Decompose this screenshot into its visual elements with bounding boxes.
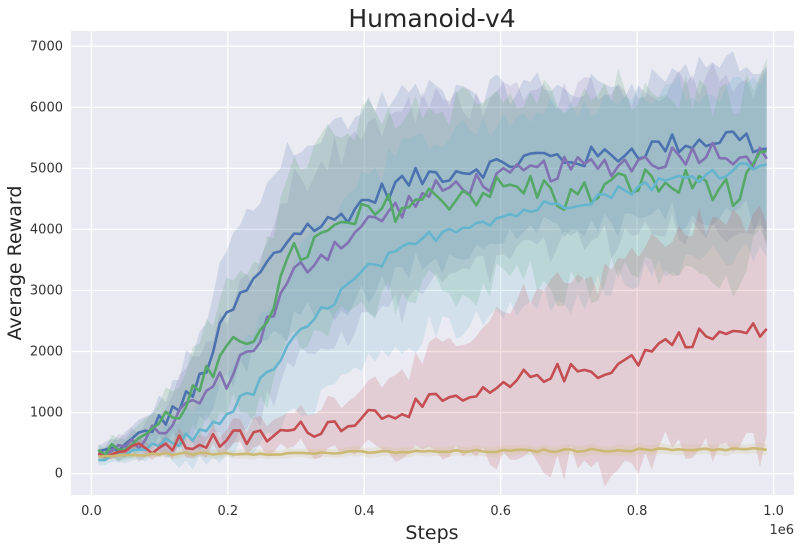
x-tick-label: 0.4: [354, 504, 375, 519]
x-tick-label: 0.2: [218, 504, 239, 519]
plot-area: [71, 31, 794, 495]
confidence-band: [98, 71, 767, 470]
x-axis-multiplier: 1e6: [769, 523, 794, 538]
series-line: [98, 141, 768, 457]
x-tick-labels: 0.0 0.2 0.4 0.6 0.8 1.0: [81, 504, 784, 519]
confidence-band: [98, 62, 767, 463]
series-line: [97, 130, 767, 453]
x-axis-label: Steps: [405, 522, 458, 544]
chart-title: Humanoid-v4: [348, 4, 515, 33]
grid: [71, 31, 794, 495]
y-tick-label: 2000: [30, 345, 63, 360]
x-tick-label: 0.6: [490, 504, 511, 519]
series-line: [98, 162, 767, 462]
y-tick-label: 3000: [30, 283, 63, 298]
y-tick-label: 6000: [30, 100, 63, 115]
x-tick-label: 1.0: [763, 504, 784, 519]
y-tick-label: 5000: [30, 161, 63, 176]
y-tick-label: 0: [55, 467, 63, 482]
y-axis-label: Average Reward: [4, 186, 26, 341]
confidence-band: [98, 205, 767, 487]
x-tick-label: 0.8: [627, 504, 648, 519]
series-line: [98, 446, 767, 458]
series-lines: [97, 130, 768, 462]
y-tick-labels: 0 1000 2000 3000 4000 5000 6000 7000: [30, 39, 63, 481]
x-tick-label: 0.0: [81, 504, 102, 519]
y-tick-label: 7000: [30, 39, 63, 54]
y-tick-label: 1000: [30, 406, 63, 421]
series-line: [97, 322, 768, 458]
confidence-band: [98, 58, 767, 463]
y-tick-label: 4000: [30, 222, 63, 237]
